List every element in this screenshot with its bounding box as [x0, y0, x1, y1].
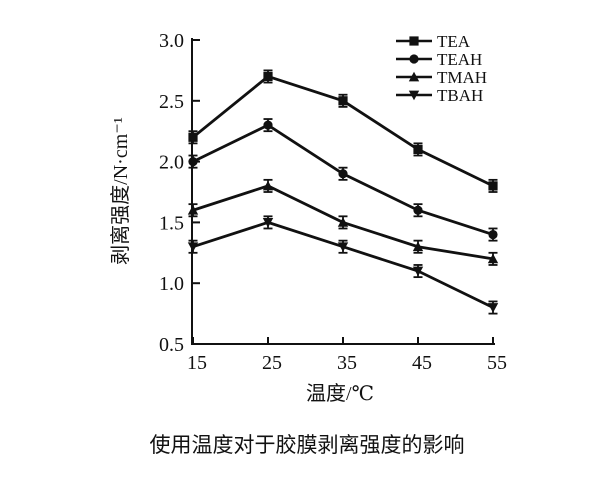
data-point-TBAH	[337, 242, 349, 252]
data-point-TBAH	[187, 242, 199, 252]
data-point-TEAH	[338, 169, 348, 179]
data-point-TMAH	[337, 217, 349, 227]
data-point-TBAH	[262, 218, 274, 228]
data-point-TMAH	[187, 205, 199, 215]
data-point-TEAH	[188, 157, 198, 167]
legend-label-TMAH: TMAH	[437, 68, 487, 87]
data-point-TEA	[188, 132, 198, 142]
data-point-TEA	[338, 96, 348, 106]
y-tick-label: 2.0	[159, 152, 184, 174]
y-tick-label: 3.0	[159, 30, 184, 52]
legend-marker-TEA	[409, 36, 419, 46]
data-point-TMAH	[412, 241, 424, 252]
y-axis-label: 剥离强度/N·cm⁻¹	[109, 117, 132, 265]
data-point-TEAH	[413, 205, 423, 215]
chart-plot-area: 0.5 1.0 1.5 2.0 2.5 3.0 15 25 35 45 55 TEATEAHTMAHT…	[159, 30, 507, 374]
x-axis-label: 温度/℃	[306, 382, 374, 405]
x-tick-label: 25	[262, 352, 282, 374]
y-tick-label: 2.5	[159, 91, 184, 113]
data-point-TEAH	[488, 229, 498, 240]
data-point-TBAH	[412, 266, 424, 277]
legend-marker-TMAH	[408, 71, 420, 82]
x-tick-label: 15	[187, 352, 207, 374]
legend-label-TEAH: TEAH	[437, 50, 482, 69]
y-tick-label: 0.5	[159, 334, 184, 356]
legend-label-TEA: TEA	[437, 32, 471, 51]
legend-marker-TBAH	[408, 90, 420, 101]
x-tick-label: 35	[337, 352, 357, 374]
x-tick-label: 55	[487, 352, 507, 374]
legend-label-TBAH: TBAH	[437, 86, 483, 105]
data-point-TEA	[413, 144, 423, 155]
data-point-TEA	[263, 71, 273, 82]
x-tick-label: 45	[412, 352, 432, 374]
y-tick-label: 1.0	[159, 273, 184, 295]
figure-caption: 使用温度对于胶膜剥离强度的影响	[150, 433, 465, 457]
data-point-TEAH	[263, 120, 273, 130]
series-line-TBAH	[192, 220, 494, 309]
y-tick-label: 1.5	[159, 212, 184, 234]
legend-marker-TEAH	[409, 54, 419, 64]
data-point-TMAH	[262, 180, 274, 191]
data-point-TBAH	[487, 303, 499, 313]
data-point-TMAH	[487, 253, 499, 264]
data-point-TEA	[488, 181, 498, 191]
